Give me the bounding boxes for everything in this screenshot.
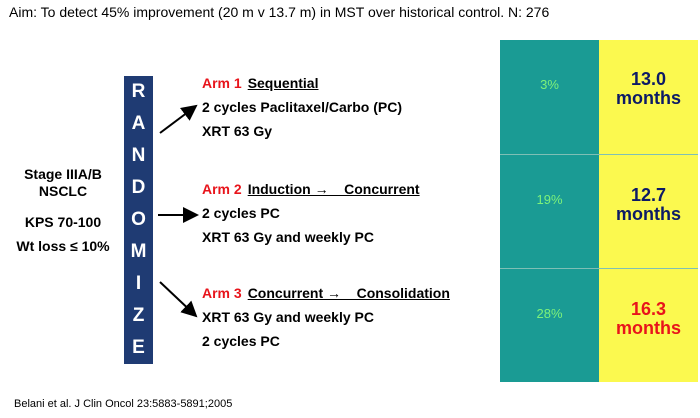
mst-arm-1-value: 13.0 bbox=[630, 69, 667, 89]
mst-arm-1-unit: months bbox=[616, 88, 681, 108]
percent-column bbox=[500, 40, 599, 382]
citation: Belani et al. J Clin Oncol 23:5883-5891;… bbox=[14, 398, 233, 410]
mst-arm-2-unit: months bbox=[616, 204, 681, 224]
percent-arm-1: 3% bbox=[540, 77, 559, 92]
arm-2: Arm 2 Induction → Concurrent 2 cycles PC … bbox=[202, 177, 420, 249]
arm-1-line-1: 2 cycles Paclitaxel/Carbo (PC) bbox=[202, 99, 402, 115]
row-divider bbox=[500, 154, 698, 155]
aim-statement: Aim: To detect 45% improvement (20 m v 1… bbox=[9, 4, 550, 20]
arm-2-title: Induction → Concurrent bbox=[247, 181, 420, 197]
arm-2-line-2: XRT 63 Gy and weekly PC bbox=[202, 229, 374, 245]
arrow-arm1 bbox=[159, 104, 198, 134]
randomize-letter: E bbox=[132, 337, 145, 358]
mst-arm-2: 12.7 months bbox=[599, 186, 698, 224]
randomize-letter: I bbox=[135, 273, 142, 294]
arm-1-label: Arm 1 bbox=[202, 75, 242, 91]
arrow-arm3 bbox=[159, 281, 198, 318]
randomize-bar: R A N D O M I Z E bbox=[124, 76, 153, 364]
patient-kps: KPS 70-100 bbox=[24, 214, 102, 230]
randomize-letter: O bbox=[131, 209, 146, 230]
arm-2-line-1: 2 cycles PC bbox=[202, 205, 280, 221]
randomize-letter: A bbox=[131, 113, 146, 134]
arm-3-line-1: XRT 63 Gy and weekly PC bbox=[202, 309, 374, 325]
row-divider bbox=[500, 268, 698, 269]
mst-arm-3: 16.3 months bbox=[599, 300, 698, 338]
patient-wt-loss: Wt loss ≤ 10% bbox=[16, 238, 110, 254]
arm-3: Arm 3 Concurrent → Consolidation XRT 63 G… bbox=[202, 281, 450, 353]
randomize-letter: M bbox=[130, 241, 147, 262]
percent-arm-2: 19% bbox=[536, 192, 563, 207]
percent-arm-3: 28% bbox=[536, 306, 563, 321]
arm-3-label: Arm 3 bbox=[202, 285, 242, 301]
arm-1-line-2: XRT 63 Gy bbox=[202, 123, 273, 139]
mst-arm-2-value: 12.7 bbox=[630, 185, 667, 205]
randomize-letter: D bbox=[131, 177, 146, 198]
mst-arm-1: 13.0 months bbox=[599, 70, 698, 108]
arm-3-title: Concurrent → Consolidation bbox=[247, 285, 450, 301]
arm-2-label: Arm 2 bbox=[202, 181, 242, 197]
patient-stage: Stage IIIA/B NSCLC bbox=[8, 166, 118, 200]
nsclc-line: NSCLC bbox=[38, 183, 88, 199]
mst-arm-3-value: 16.3 bbox=[630, 299, 667, 319]
randomize-letter: N bbox=[131, 145, 146, 166]
randomize-letter: Z bbox=[132, 305, 145, 326]
arm-1-title: Sequential bbox=[247, 75, 319, 91]
mst-column bbox=[599, 40, 698, 382]
stage-line: Stage IIIA/B bbox=[24, 166, 102, 182]
mst-arm-3-unit: months bbox=[616, 318, 681, 338]
arm-1: Arm 1 Sequential 2 cycles Paclitaxel/Carb… bbox=[202, 71, 402, 143]
randomize-letter: R bbox=[131, 81, 146, 102]
arm-3-line-2: 2 cycles PC bbox=[202, 333, 280, 349]
